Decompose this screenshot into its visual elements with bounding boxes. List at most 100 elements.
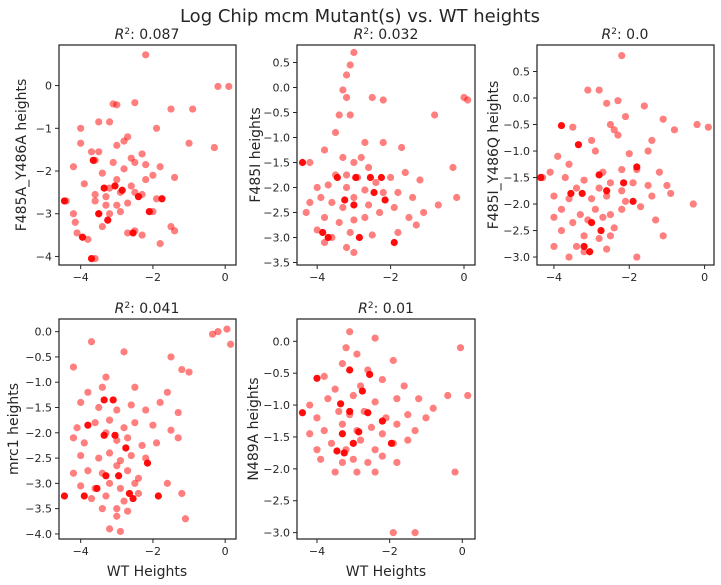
scatter-point-overlap [346, 366, 354, 374]
scatter-point [550, 192, 558, 200]
scatter-point [704, 123, 712, 131]
scatter-point [353, 468, 361, 476]
scatter-point [411, 529, 419, 537]
scatter-point [73, 424, 81, 432]
scatter-point [456, 344, 465, 352]
scatter-point [98, 383, 106, 391]
scatter-point [142, 175, 150, 184]
scatter-point [629, 179, 637, 187]
y-tick-label: −2.0 [25, 427, 52, 440]
scatter-point [350, 158, 358, 167]
scatter-point-overlap [122, 444, 130, 452]
scatter-point [379, 188, 387, 197]
scatter-point [152, 439, 161, 447]
scatter-point [95, 118, 103, 126]
scatter-point [152, 124, 161, 132]
y-tick-label: −4.0 [25, 528, 52, 541]
scatter-point [102, 193, 110, 201]
scatter-point-overlap [100, 396, 108, 404]
scatter-point [405, 213, 413, 222]
scatter-point-overlap [102, 472, 110, 480]
scatter-point [561, 173, 569, 182]
scatter-point [105, 184, 114, 192]
y-axis-label: mrc1 heights [6, 383, 22, 475]
scatter-point [464, 96, 472, 104]
scatter-point [69, 210, 78, 218]
scatter-point [393, 458, 401, 467]
scatter-point [80, 180, 88, 188]
scatter-point [422, 414, 430, 422]
scatter-point [178, 365, 186, 374]
scatter-point [346, 228, 354, 237]
scatter-point [87, 494, 96, 503]
scatter-point [554, 152, 562, 160]
scatter-point [331, 128, 340, 137]
scatter-point [181, 515, 190, 523]
scatter-point-overlap [580, 242, 588, 251]
y-tick-label: 0 [45, 80, 52, 93]
x-tick-label: 0 [701, 271, 708, 284]
y-tick-label: −2.0 [503, 198, 530, 211]
scatter-point [550, 213, 558, 221]
scatter-point [389, 356, 397, 365]
panel-title: R2: 0.087 [115, 27, 180, 43]
scatter-point [368, 231, 376, 239]
scatter-point [404, 436, 412, 444]
scatter-point-overlap [89, 156, 97, 164]
scatter-point [648, 192, 656, 200]
y-tick-label: −1.0 [263, 132, 290, 145]
scatter-point [113, 175, 121, 184]
scatter-point [378, 375, 386, 384]
scatter-point-overlap [588, 218, 596, 227]
scatter-point-overlap [104, 216, 112, 224]
scatter-point [412, 221, 420, 229]
scatter-point [693, 120, 701, 129]
scatter-point-overlap [158, 195, 166, 203]
scatter-point [113, 101, 121, 109]
y-tick-label: −1.5 [263, 157, 290, 170]
scatter-point-overlap [333, 173, 341, 182]
y-tick-label: −3.5 [263, 257, 290, 270]
scatter-point [394, 188, 402, 197]
scatter-point [346, 61, 354, 69]
scatter-point [77, 398, 85, 407]
scatter-point [364, 458, 372, 467]
y-tick-label: −2.5 [263, 495, 290, 508]
scatter-point [116, 457, 125, 465]
scatter-point [84, 235, 92, 243]
scatter-point [127, 401, 135, 409]
scatter-point [84, 467, 92, 475]
x-tick-label: 0 [222, 271, 229, 284]
scatter-point [226, 340, 235, 348]
scatter-point [346, 328, 354, 336]
x-tick-label: −4 [309, 545, 325, 558]
scatter-point [644, 181, 652, 190]
axis-ticks: −4 −2 0 −4 −3 −2 −1 0 [36, 80, 229, 284]
panel-mrc1: R2: 0.041 mrc1 heights WT Heights −4 −2 0−… [6, 301, 237, 580]
scatter-point [464, 391, 472, 400]
scatter-point [453, 193, 461, 202]
scatter-point-overlap [78, 233, 87, 241]
scatter-point [105, 449, 114, 457]
x-tick-label: −2 [145, 545, 161, 558]
y-tick-label: −3.5 [25, 503, 52, 516]
y-tick-label: 0.0 [513, 92, 531, 105]
scatter-point-overlap [366, 370, 374, 379]
scatter-point-overlap [111, 182, 119, 190]
scatter-point [116, 527, 125, 536]
scatter-point [324, 181, 332, 189]
scatter-point [313, 226, 321, 234]
scatter-point-overlap [125, 489, 134, 498]
scatter-point-overlap [100, 184, 108, 192]
x-axis-label: WT Heights [346, 564, 426, 580]
y-tick-label: 0.5 [273, 57, 291, 70]
scatter-point [320, 146, 329, 154]
scatter-point [69, 363, 78, 371]
scatter-point [142, 406, 150, 414]
x-tick-label: 0 [459, 545, 466, 558]
scatter-point [621, 112, 630, 121]
scatter-point [342, 243, 351, 252]
scatter-point [572, 242, 581, 251]
scatter-point [69, 163, 78, 171]
scatter-point [335, 218, 343, 227]
